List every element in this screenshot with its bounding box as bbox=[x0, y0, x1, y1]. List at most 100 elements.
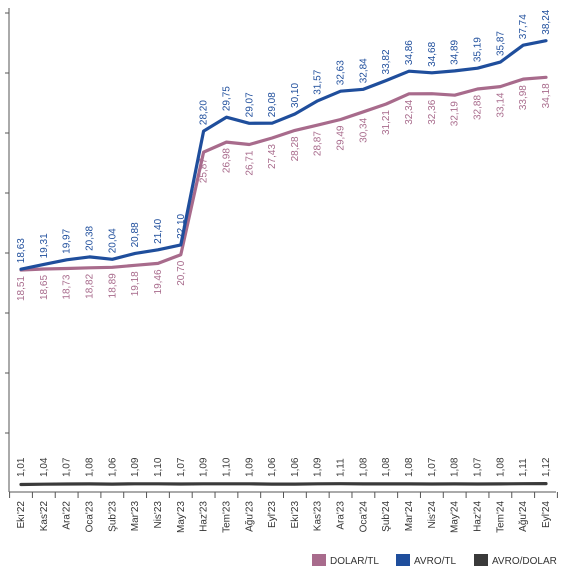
x-tick-label: Şub'24 bbox=[381, 501, 392, 532]
avro-dolar-value-label: 1,09 bbox=[313, 457, 324, 477]
avro-dolar-legend-label: AVRO/DOLAR bbox=[492, 556, 557, 567]
avro-dolar-value-label: 1,08 bbox=[404, 457, 415, 477]
avro-tl-value-label: 19,97 bbox=[62, 228, 73, 253]
dolar-tl-value-label: 29,49 bbox=[336, 125, 347, 150]
x-axis-tick-labels: Ekı'22 Kas'22 Ara'22 Oca'23 Şub'23 Mar'23 Nis'… bbox=[16, 501, 552, 533]
dolar-tl-value-label: 32,88 bbox=[472, 95, 483, 120]
avro-tl-legend-label: AVRO/TL bbox=[414, 556, 456, 567]
value-labels: 18,51 18,65 18,73 18,82 18,89 19,18 19,46 20,70… bbox=[16, 9, 552, 477]
dolar-tl-series-line bbox=[19, 75, 548, 272]
dolar-tl-value-label: 33,14 bbox=[495, 92, 506, 117]
x-tick-label: Ağu'23 bbox=[244, 501, 255, 532]
dolar-tl-value-label: 28,87 bbox=[313, 131, 324, 156]
x-tick-label: Şub'23 bbox=[107, 501, 118, 532]
avro-tl-value-label: 33,82 bbox=[381, 49, 392, 74]
avro-dolar-value-label: 1,11 bbox=[518, 458, 529, 477]
x-tick-label: Nis'23 bbox=[153, 501, 164, 529]
x-tick-label: Ekı'22 bbox=[16, 501, 27, 529]
avro-tl-value-label: 18,63 bbox=[16, 238, 27, 263]
avro-tl-value-label: 31,57 bbox=[313, 69, 324, 94]
dolar-tl-value-label: 18,65 bbox=[39, 275, 50, 300]
dolar-tl-value-label: 18,51 bbox=[16, 276, 27, 301]
avro-tl-value-label: 20,38 bbox=[85, 225, 96, 250]
dolar-tl-value-label: 18,73 bbox=[62, 274, 73, 299]
avro-dolar-legend-swatch bbox=[474, 554, 488, 566]
x-tick-label: Kas'22 bbox=[39, 501, 50, 532]
avro-dolar-value-label: 1,06 bbox=[107, 457, 118, 477]
dolar-tl-value-label: 26,98 bbox=[221, 148, 232, 173]
dolar-tl-value-label: 19,18 bbox=[130, 271, 141, 296]
avro-tl-value-label: 20,88 bbox=[130, 222, 141, 247]
avro-dolar-value-label: 1,07 bbox=[427, 457, 438, 477]
y-axis-ticks bbox=[5, 12, 9, 434]
dolar-tl-value-label: 30,34 bbox=[358, 117, 369, 142]
avro-tl-value-label: 30,10 bbox=[290, 83, 301, 108]
x-tick-label: Tem'24 bbox=[495, 501, 506, 533]
avro-tl-value-label: 34,68 bbox=[427, 41, 438, 66]
avro-dolar-value-label: 1,12 bbox=[541, 457, 552, 477]
avro-tl-series-line bbox=[19, 39, 548, 271]
dolar-tl-legend-label: DOLAR/TL bbox=[330, 556, 379, 567]
x-tick-label: Mar'23 bbox=[130, 501, 141, 532]
avro-tl-value-label: 29,08 bbox=[267, 92, 278, 117]
legend: DOLAR/TL AVRO/TL AVRO/DOLAR bbox=[312, 554, 557, 567]
x-tick-label: Nis'24 bbox=[427, 501, 438, 529]
dolar-tl-value-label: 32,19 bbox=[450, 101, 461, 126]
avro-tl-value-label: 35,19 bbox=[472, 37, 483, 62]
avro-dolar-value-label: 1,06 bbox=[267, 457, 278, 477]
dolar-tl-value-label: 18,89 bbox=[107, 273, 118, 298]
avro-tl-value-label: 29,75 bbox=[221, 86, 232, 111]
dolar-tl-value-label: 31,21 bbox=[381, 110, 392, 135]
x-tick-label: Oca'23 bbox=[85, 501, 96, 533]
avro-dolar-value-label: 1,06 bbox=[290, 457, 301, 477]
avro-tl-value-label: 38,24 bbox=[541, 9, 552, 34]
avro-dolar-value-label: 1,04 bbox=[39, 457, 50, 477]
x-tick-label: Oca'24 bbox=[358, 501, 369, 533]
avro-dolar-value-label: 1,08 bbox=[495, 457, 506, 477]
avro-tl-value-label: 34,89 bbox=[450, 39, 461, 64]
dolar-tl-legend-swatch bbox=[312, 554, 326, 566]
avro-dolar-value-label: 1,07 bbox=[473, 457, 484, 477]
avro-tl-value-label: 19,31 bbox=[39, 233, 50, 258]
dolar-tl-value-label: 18,82 bbox=[85, 273, 96, 298]
avro-dolar-value-label: 1,08 bbox=[85, 457, 96, 477]
x-tick-label: Eyl'23 bbox=[267, 501, 278, 528]
x-tick-label: May'24 bbox=[450, 501, 461, 533]
avro-tl-value-label: 32,63 bbox=[336, 60, 347, 85]
x-tick-label: Haz'23 bbox=[199, 501, 210, 532]
avro-dolar-value-label: 1,10 bbox=[221, 457, 232, 477]
avro-dolar-value-label: 1,09 bbox=[130, 457, 141, 477]
avro-tl-value-label: 32,84 bbox=[358, 58, 369, 83]
dolar-tl-value-label: 28,28 bbox=[290, 136, 301, 161]
avro-dolar-value-label: 1,08 bbox=[381, 457, 392, 477]
x-tick-label: Eyl'24 bbox=[541, 501, 552, 528]
dolar-tl-value-label: 19,46 bbox=[153, 269, 164, 294]
avro-dolar-value-label: 1,10 bbox=[153, 457, 164, 477]
avro-dolar-value-label: 1,07 bbox=[62, 457, 73, 477]
avro-dolar-value-label: 1,08 bbox=[450, 457, 461, 477]
avro-tl-legend-swatch bbox=[396, 554, 410, 566]
dolar-tl-value-label: 32,34 bbox=[404, 99, 415, 124]
x-tick-label: May'23 bbox=[176, 501, 187, 533]
series-lines bbox=[19, 39, 548, 487]
dolar-tl-value-label: 32,36 bbox=[427, 99, 438, 124]
x-axis-ticks bbox=[9, 492, 558, 498]
avro-tl-value-label: 22,10 bbox=[176, 213, 187, 238]
dolar-tl-value-label: 34,18 bbox=[541, 83, 552, 108]
x-tick-label: Ağu'24 bbox=[518, 501, 529, 532]
dolar-tl-value-label: 20,70 bbox=[176, 260, 187, 285]
x-tick-label: Ara'22 bbox=[62, 501, 73, 530]
x-tick-label: Ara'23 bbox=[336, 501, 347, 530]
avro-dolar-value-label: 1,08 bbox=[358, 457, 369, 477]
x-tick-label: Kas'23 bbox=[313, 501, 324, 532]
avro-dolar-value-label: 1,07 bbox=[176, 457, 187, 477]
avro-tl-value-label: 20,04 bbox=[107, 228, 118, 253]
avro-dolar-value-label: 1,01 bbox=[16, 457, 27, 477]
x-tick-label: Mar'24 bbox=[404, 501, 415, 532]
avro-tl-value-label: 28,20 bbox=[199, 100, 210, 125]
avro-tl-value-label: 21,40 bbox=[153, 218, 164, 243]
avro-dolar-value-label: 1,09 bbox=[244, 457, 255, 477]
dolar-tl-value-label: 25,87 bbox=[199, 158, 210, 183]
x-tick-label: Ekı'23 bbox=[290, 501, 301, 529]
